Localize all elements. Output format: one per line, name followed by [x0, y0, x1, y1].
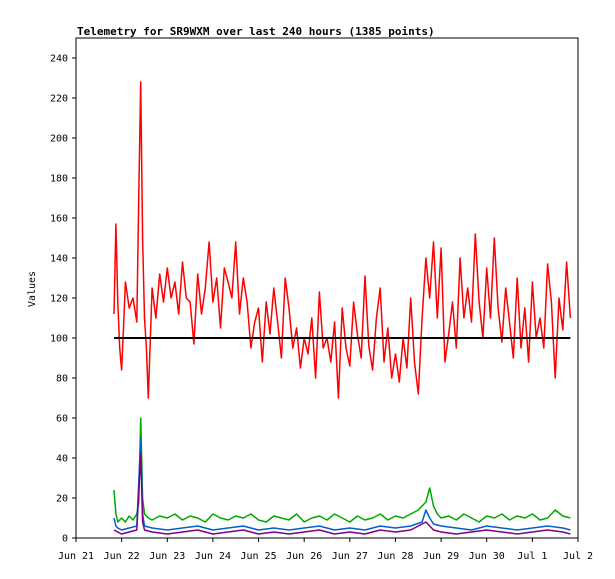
y-tick-label: 100 — [50, 334, 68, 345]
series-layer — [113, 81, 572, 535]
chart-title: Telemetry for SR9WXM over last 240 hours… — [77, 25, 435, 38]
y-tick-label: 160 — [50, 214, 68, 225]
y-tick-label: 0 — [62, 534, 68, 545]
x-tick-label: Jun 29 — [423, 551, 459, 562]
x-tick-label: Jun 25 — [240, 551, 276, 562]
y-tick-label: 140 — [50, 254, 68, 265]
y-tick-label: 220 — [50, 94, 68, 105]
x-tick-label: Jun 23 — [149, 551, 185, 562]
y-tick-label: 200 — [50, 134, 68, 145]
x-axis: Jun 21 Jun 22 Jun 23 Jun 24 Jun 25 Jun 26 Jun … — [58, 538, 593, 562]
x-tick-label: Jun 30 — [469, 551, 505, 562]
x-tick-label: Jul 2 — [563, 551, 593, 562]
series-line-green — [113, 417, 571, 523]
y-tick-label: 180 — [50, 174, 68, 185]
x-tick-label: Jun 22 — [104, 551, 140, 562]
y-tick-label: 80 — [56, 374, 68, 385]
x-tick-label: Jun 28 — [377, 551, 413, 562]
series-line-purple — [113, 453, 571, 535]
y-axis-label: Values — [27, 271, 38, 307]
x-tick-label: Jun 24 — [195, 551, 231, 562]
x-tick-label: Jul 1 — [517, 551, 547, 562]
plot-frame — [75, 37, 579, 539]
series-line-red — [113, 81, 572, 399]
y-tick-label: 240 — [50, 54, 68, 65]
y-axis: 0 20 40 60 80 100 120 140 160 180 200 220 240 — [50, 54, 76, 545]
x-tick-label: Jun 26 — [286, 551, 322, 562]
y-tick-label: 120 — [50, 294, 68, 305]
y-tick-label: 20 — [56, 494, 68, 505]
y-tick-label: 40 — [56, 454, 68, 465]
x-tick-label: Jun 21 — [58, 551, 94, 562]
x-tick-label: Jun 27 — [332, 551, 368, 562]
y-tick-label: 60 — [56, 414, 68, 425]
